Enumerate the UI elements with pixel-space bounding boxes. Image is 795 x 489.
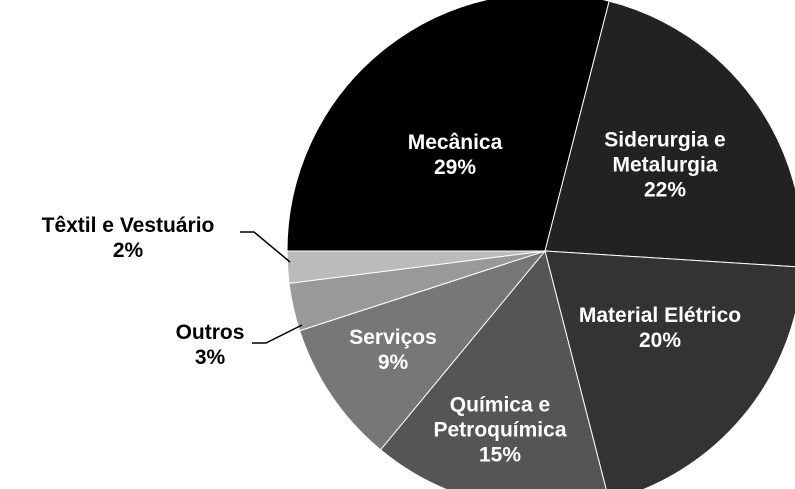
pie-slice: [286, 0, 610, 252]
slice-label: Serviços 9%: [318, 325, 468, 375]
pie-slice: [298, 249, 547, 451]
pie-slice: [544, 250, 795, 489]
category-label: Química e Petroquímica: [433, 393, 567, 442]
pie-slice: [379, 249, 607, 489]
slice-label: Química e Petroquímica 15%: [415, 393, 585, 468]
category-label: Material Elétrico: [578, 304, 742, 327]
category-label: Outros: [175, 321, 245, 344]
slice-label: Material Elétrico 20%: [540, 303, 780, 353]
category-label: Têxtil e Vestuário: [41, 214, 215, 237]
leader-line: [240, 231, 291, 263]
pie-slice: [544, 0, 795, 268]
slice-label: Siderurgia e Metalurgia 22%: [580, 128, 750, 203]
category-label: Serviços: [349, 326, 437, 349]
slice-label: Têxtil e Vestuário 2%: [0, 213, 258, 263]
value-label: 22%: [643, 178, 687, 202]
pie-slice: [286, 250, 546, 284]
category-label: Mecânica: [407, 131, 503, 154]
value-label: 3%: [194, 346, 226, 369]
slice-label: Mecânica 29%: [355, 130, 555, 180]
leader-line: [252, 324, 303, 344]
slice-label: Outros 3%: [150, 320, 270, 370]
value-label: 15%: [478, 443, 522, 467]
value-label: 9%: [377, 351, 409, 374]
value-label: 20%: [638, 329, 682, 352]
category-label: Siderurgia e Metalurgia: [604, 128, 726, 177]
value-label: 29%: [433, 156, 477, 179]
value-label: 2%: [112, 239, 144, 262]
